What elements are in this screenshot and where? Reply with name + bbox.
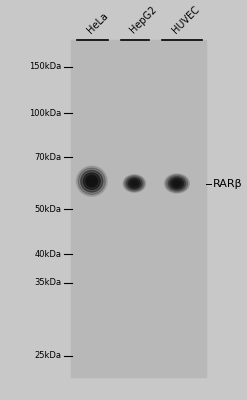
Text: HUVEC: HUVEC [170,4,202,35]
Ellipse shape [76,166,107,196]
Ellipse shape [128,179,141,188]
Ellipse shape [126,177,143,190]
Ellipse shape [170,178,184,189]
Ellipse shape [124,176,144,191]
Ellipse shape [172,180,182,187]
Text: HeLa: HeLa [85,10,110,35]
Ellipse shape [86,176,98,187]
Text: 40kDa: 40kDa [35,250,62,259]
Text: 150kDa: 150kDa [29,62,62,71]
Ellipse shape [83,173,100,190]
Text: 35kDa: 35kDa [34,278,62,287]
Ellipse shape [174,181,180,186]
Ellipse shape [168,176,186,190]
Text: RARβ: RARβ [213,178,243,188]
Bar [71,40,206,377]
Text: 70kDa: 70kDa [34,153,62,162]
Ellipse shape [130,180,139,187]
Ellipse shape [81,170,103,192]
Text: 25kDa: 25kDa [35,351,62,360]
Ellipse shape [88,178,95,184]
Ellipse shape [123,175,145,192]
Text: 50kDa: 50kDa [35,205,62,214]
Ellipse shape [78,168,105,194]
Text: HepG2: HepG2 [128,4,158,35]
Ellipse shape [166,175,188,192]
Ellipse shape [165,174,189,193]
Ellipse shape [132,182,137,186]
Text: 100kDa: 100kDa [29,108,62,118]
